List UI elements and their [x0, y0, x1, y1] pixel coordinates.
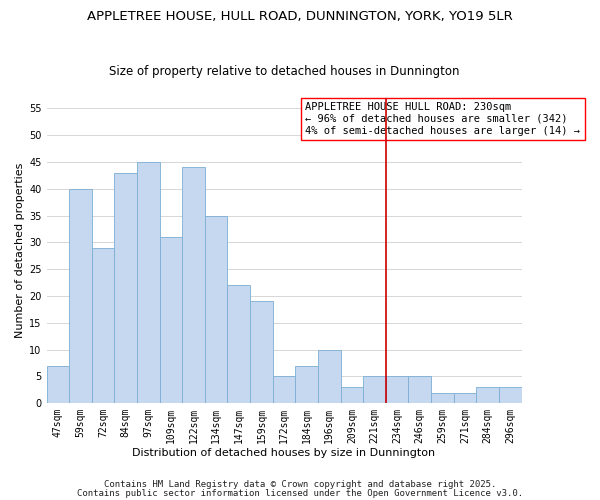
Text: APPLETREE HOUSE, HULL ROAD, DUNNINGTON, YORK, YO19 5LR: APPLETREE HOUSE, HULL ROAD, DUNNINGTON, … [87, 10, 513, 23]
Bar [476, 387, 499, 403]
Text: Contains public sector information licensed under the Open Government Licence v3: Contains public sector information licen… [77, 488, 523, 498]
Bar [273, 376, 295, 403]
Bar [341, 387, 363, 403]
Bar [92, 248, 115, 403]
Y-axis label: Number of detached properties: Number of detached properties [15, 163, 25, 338]
Bar [250, 302, 273, 403]
Bar [115, 173, 137, 403]
Bar [454, 392, 476, 403]
Bar [499, 387, 521, 403]
X-axis label: Distribution of detached houses by size in Dunnington: Distribution of detached houses by size … [133, 448, 436, 458]
Bar [318, 350, 341, 403]
Text: Contains HM Land Registry data © Crown copyright and database right 2025.: Contains HM Land Registry data © Crown c… [104, 480, 496, 489]
Bar [69, 189, 92, 403]
Bar [137, 162, 160, 403]
Bar [47, 366, 69, 403]
Bar [431, 392, 454, 403]
Bar [363, 376, 386, 403]
Bar [409, 376, 431, 403]
Bar [205, 216, 227, 403]
Bar [160, 237, 182, 403]
Bar [182, 168, 205, 403]
Bar [295, 366, 318, 403]
Bar [386, 376, 409, 403]
Text: APPLETREE HOUSE HULL ROAD: 230sqm
← 96% of detached houses are smaller (342)
4% : APPLETREE HOUSE HULL ROAD: 230sqm ← 96% … [305, 102, 580, 136]
Bar [227, 286, 250, 403]
Title: Size of property relative to detached houses in Dunnington: Size of property relative to detached ho… [109, 66, 460, 78]
